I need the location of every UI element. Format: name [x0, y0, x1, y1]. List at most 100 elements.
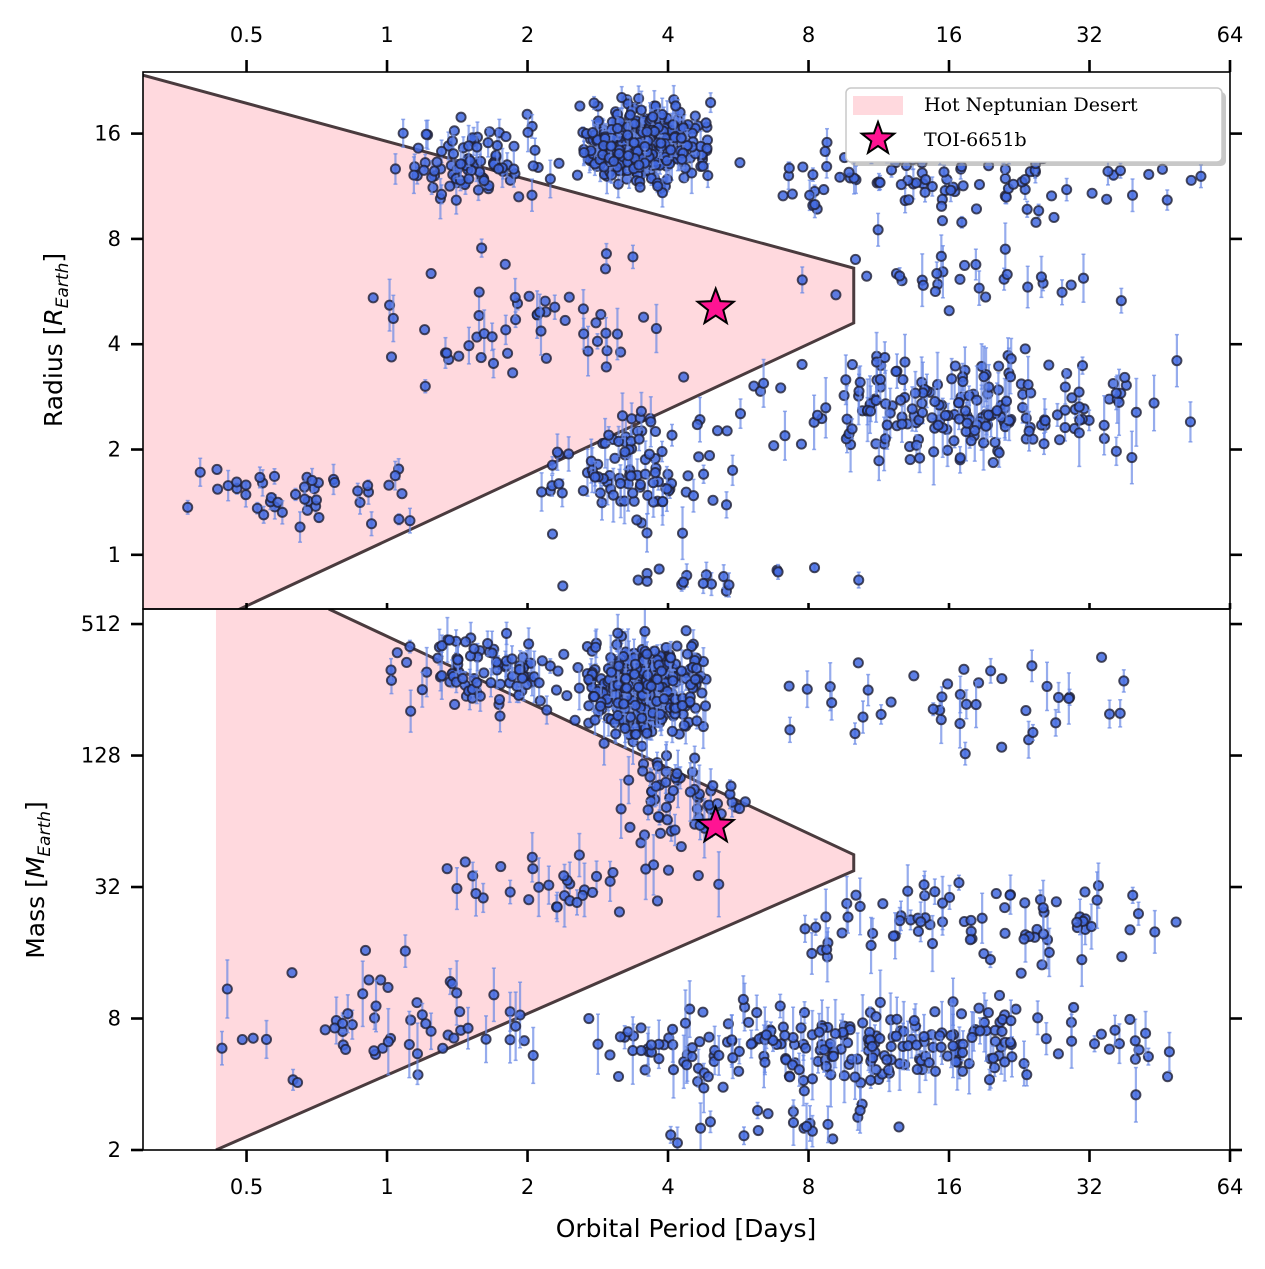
- radius-planet-marker: [841, 375, 850, 384]
- radius-planet-marker: [464, 341, 473, 350]
- mass-planet-marker: [607, 668, 616, 677]
- mass-planet-point: [683, 650, 692, 659]
- radius-planet-point: [501, 260, 510, 269]
- radius-planet-marker: [369, 293, 378, 302]
- mass-planet-marker: [596, 702, 605, 711]
- radius-planet-point: [601, 264, 610, 273]
- radius-planet-marker: [736, 409, 745, 418]
- radius-planet-marker: [1127, 453, 1136, 462]
- radius-planet-point: [785, 162, 794, 174]
- radius-planet-marker: [719, 572, 728, 581]
- radius-planet-marker: [699, 470, 708, 479]
- radius-planet-marker: [1158, 165, 1167, 174]
- radius-planet-point: [972, 204, 981, 213]
- radius-planet-marker: [307, 476, 316, 485]
- radius-planet-point: [1132, 379, 1141, 447]
- radius-planet-marker: [706, 98, 715, 107]
- mass-planet-marker: [600, 739, 609, 748]
- mass-planet-marker: [666, 653, 675, 662]
- radius-planet-point: [956, 453, 965, 462]
- radius-planet-marker: [509, 142, 518, 151]
- radius-planet-point: [951, 361, 960, 370]
- radius-planet-point: [677, 133, 686, 142]
- radius-planet-marker: [606, 142, 615, 151]
- radius-planet-point: [655, 564, 664, 573]
- radius-planet-marker: [432, 157, 441, 166]
- radius-planet-point: [874, 213, 883, 246]
- radius-planet-marker: [918, 408, 927, 417]
- radius-planet-marker: [601, 329, 610, 338]
- radius-planet-marker: [821, 403, 830, 412]
- radius-planet-marker: [548, 461, 557, 470]
- radius-planet-marker: [635, 435, 644, 444]
- radius-planet-marker: [642, 528, 651, 537]
- radius-planet-marker: [537, 487, 546, 496]
- radius-planet-point: [241, 480, 250, 489]
- radius-planet-marker: [636, 480, 645, 489]
- radius-planet-marker: [1023, 205, 1032, 214]
- radius-planet-marker: [694, 452, 703, 461]
- radius-planet-point: [821, 147, 830, 156]
- radius-planet-point: [954, 398, 963, 407]
- mass-planet-point: [660, 693, 669, 706]
- radius-planet-point: [634, 160, 643, 170]
- mass-planet-marker: [573, 663, 582, 672]
- radius-planet-marker: [856, 378, 865, 387]
- radius-planet-point: [819, 185, 828, 194]
- mass-planet-marker: [678, 701, 687, 710]
- radius-planet-marker: [931, 287, 940, 296]
- mass-planet-marker: [642, 729, 651, 738]
- radius-planet-point: [291, 488, 300, 500]
- radius-planet-point: [530, 138, 539, 162]
- radius-planet-point: [862, 272, 871, 281]
- mass-planet-marker: [619, 652, 628, 661]
- radius-planet-marker: [677, 133, 686, 142]
- radius-planet-point: [1075, 402, 1084, 411]
- radius-planet-point: [961, 406, 970, 415]
- radius-planet-point: [314, 513, 323, 522]
- mass-planet-point: [682, 626, 691, 635]
- radius-planet-point: [1149, 375, 1158, 430]
- radius-planet-marker: [735, 158, 744, 167]
- radius-planet-marker: [819, 185, 828, 194]
- radius-planet-marker: [593, 337, 602, 346]
- radius-planet-marker: [494, 164, 503, 173]
- radius-planet-marker: [278, 508, 287, 517]
- radius-planet-marker: [874, 225, 883, 234]
- radius-planet-point: [960, 261, 969, 270]
- radius-planet-point: [810, 395, 819, 449]
- radius-planet-marker: [701, 118, 710, 127]
- radius-planet-marker: [616, 479, 625, 488]
- radius-planet-point: [955, 275, 964, 284]
- radius-planet-point: [503, 349, 512, 358]
- radius-planet-point: [509, 142, 518, 151]
- radius-planet-point: [918, 408, 927, 417]
- radius-planet-point: [554, 159, 563, 168]
- radius-planet-marker: [981, 422, 990, 431]
- radius-planet-marker: [456, 159, 465, 168]
- mass-planet-marker: [584, 675, 593, 684]
- radius-planet-marker: [810, 200, 819, 209]
- mass-planet-marker: [626, 713, 635, 722]
- mass-planet-marker: [683, 650, 692, 659]
- radius-planet-point: [722, 492, 731, 518]
- radius-planet-marker: [628, 252, 637, 261]
- radius-planet-marker: [529, 161, 538, 170]
- radius-planet-marker: [874, 456, 883, 465]
- radius-planet-point: [702, 144, 711, 153]
- mass-planet-marker: [613, 711, 622, 720]
- radius-planet-marker: [511, 293, 520, 302]
- radius-planet-marker: [759, 379, 768, 388]
- radius-planet-marker: [1023, 282, 1032, 291]
- radius-planet-point: [1023, 201, 1032, 217]
- radius-planet-marker: [501, 132, 510, 141]
- radius-planet-point: [450, 126, 459, 135]
- radius-planet-marker: [623, 130, 632, 139]
- radius-planet-point: [213, 485, 222, 494]
- radius-planet-marker: [898, 375, 907, 384]
- radius-planet-marker: [1187, 176, 1196, 185]
- radius-planet-point: [1088, 189, 1097, 198]
- radius-planet-marker: [637, 106, 646, 115]
- radius-planet-point: [525, 292, 534, 301]
- radius-planet-point: [642, 577, 651, 586]
